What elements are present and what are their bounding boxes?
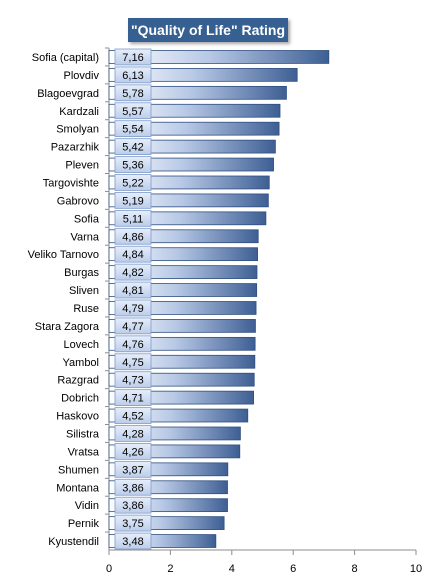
data-label: 3,86: [122, 500, 143, 512]
data-label: 3,86: [122, 482, 143, 494]
category-label: Shumen: [58, 464, 99, 476]
data-label: 4,52: [122, 411, 143, 423]
category-label: Kardzali: [59, 106, 99, 118]
data-label: 3,48: [122, 536, 143, 548]
x-tick-label: 4: [229, 563, 235, 575]
data-label-box: [114, 192, 152, 209]
data-label: 5,11: [123, 213, 144, 225]
data-label-box: [114, 120, 152, 138]
category-label: Stara Zagora: [35, 321, 100, 333]
data-label: 5,54: [122, 124, 143, 136]
data-label-box: [114, 66, 152, 84]
bar: [108, 85, 287, 100]
data-label-box: [114, 335, 152, 353]
data-label-box: [114, 425, 152, 442]
category-label: Razgrad: [57, 375, 99, 387]
category-label: Pernik: [68, 518, 100, 530]
x-tick-label: 0: [106, 563, 112, 575]
data-label: 4,77: [122, 321, 143, 333]
data-label-box: [114, 102, 152, 120]
data-label-box: [114, 460, 152, 478]
category-label: Vidin: [75, 500, 99, 512]
data-label: 4,26: [122, 446, 143, 458]
category-label: Yambol: [63, 357, 99, 369]
data-label: 5,78: [122, 88, 143, 100]
data-label-box: [114, 514, 152, 532]
x-tick-label: 6: [290, 563, 296, 575]
category-label: Veliko Tarnovo: [28, 249, 99, 261]
data-label: 5,42: [122, 142, 143, 154]
category-label: Sliven: [69, 285, 99, 297]
category-label: Targovishte: [43, 177, 99, 189]
data-label-box: [114, 263, 152, 281]
data-label-box: [114, 407, 152, 424]
category-label: Plovdiv: [64, 70, 100, 82]
data-label-box: [114, 227, 152, 245]
category-label: Varna: [70, 231, 99, 243]
x-tick-label: 8: [352, 563, 358, 575]
data-label: 4,75: [122, 357, 143, 369]
data-label: 3,75: [122, 518, 143, 530]
category-label: Pazarzhik: [51, 142, 100, 154]
data-label: 4,82: [122, 267, 143, 279]
category-label: Kyustendil: [48, 536, 99, 548]
data-label-box: [114, 281, 152, 299]
data-label: 4,28: [122, 428, 143, 440]
data-label: 7,16: [122, 52, 143, 64]
data-label: 6,13: [122, 70, 143, 82]
x-tick-label: 2: [167, 563, 173, 575]
data-label-box: [114, 209, 152, 227]
data-label-box: [114, 317, 152, 335]
x-tick-label: 10: [410, 563, 422, 575]
data-label-box: [114, 245, 152, 263]
data-label: 5,57: [122, 106, 143, 118]
category-label: Burgas: [64, 267, 99, 279]
category-label: Pleven: [65, 160, 99, 172]
data-label-box: [114, 174, 152, 191]
data-label-box: [114, 389, 152, 406]
category-label: Sofia (capital): [32, 52, 99, 64]
category-label: Gabrovo: [57, 195, 99, 207]
bar: [108, 68, 298, 82]
category-label: Silistra: [66, 428, 100, 440]
data-label-box: [114, 478, 152, 496]
data-label: 4,81: [122, 285, 143, 297]
category-label: Vratsa: [68, 446, 100, 458]
bar: [108, 50, 330, 64]
data-label: 4,71: [122, 393, 143, 405]
data-label-box: [114, 532, 152, 550]
data-label: 3,87: [122, 464, 143, 476]
data-label: 5,36: [122, 160, 143, 172]
category-label: Sofia: [74, 213, 100, 225]
data-label: 4,76: [122, 339, 143, 351]
bar: [108, 121, 280, 136]
bar: [108, 103, 281, 118]
data-label-box: [114, 443, 152, 460]
category-label: Haskovo: [56, 411, 99, 423]
data-label: 4,79: [122, 303, 143, 315]
category-label: Smolyan: [56, 124, 99, 136]
category-label: Dobrich: [61, 393, 99, 405]
data-label: 5,19: [122, 195, 143, 207]
category-label: Lovech: [64, 339, 99, 351]
data-label-box: [114, 48, 152, 66]
category-label: Ruse: [73, 303, 99, 315]
data-label-box: [114, 156, 152, 173]
data-label: 5,22: [122, 177, 143, 189]
data-label-box: [114, 371, 152, 389]
chart-title: "Quality of Life" Rating: [128, 18, 288, 42]
category-label: Montana: [56, 482, 100, 494]
data-label: 4,84: [122, 249, 143, 261]
data-label-box: [114, 84, 152, 102]
data-label: 4,73: [122, 375, 143, 387]
data-label-box: [114, 496, 152, 514]
data-label: 4,86: [122, 231, 143, 243]
data-label-box: [114, 353, 152, 371]
data-label-box: [114, 299, 152, 317]
data-label-box: [114, 138, 152, 155]
category-label: Blagoevgrad: [37, 88, 99, 100]
